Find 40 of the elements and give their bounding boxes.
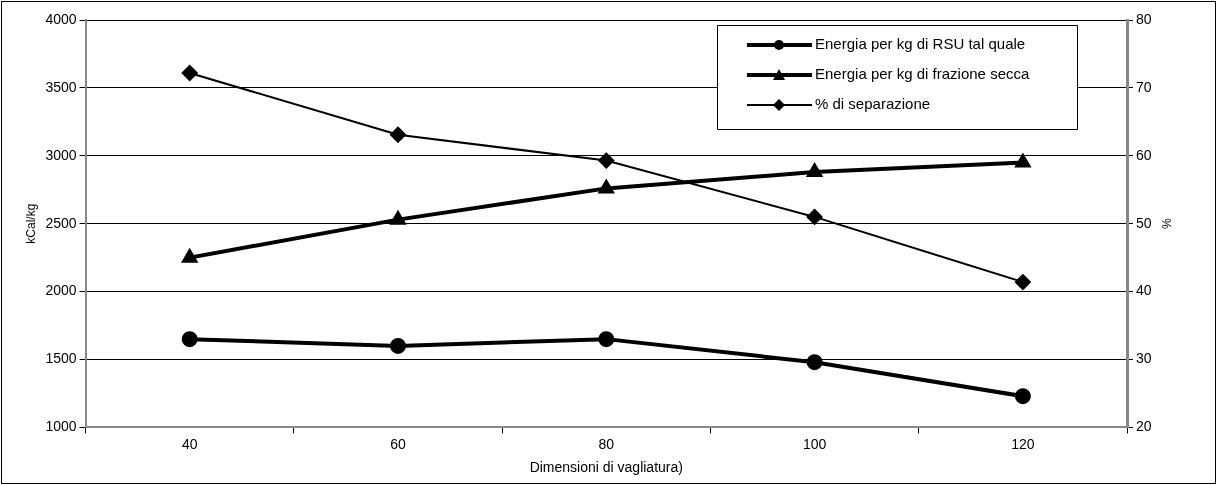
y-tick-label: 2000 bbox=[45, 282, 77, 299]
point bbox=[807, 164, 822, 178]
y-tick-label: 3500 bbox=[45, 78, 77, 95]
y2-tick-label: 50 bbox=[1136, 214, 1152, 231]
y2-tick-label: 80 bbox=[1136, 10, 1152, 27]
y-axis-title: kCal/kg bbox=[23, 203, 38, 244]
y-tick-label: 4000 bbox=[45, 10, 77, 27]
y-tick-label: 3000 bbox=[45, 146, 77, 163]
point bbox=[598, 331, 615, 348]
y2-axis-title: % bbox=[1159, 218, 1174, 230]
point bbox=[181, 64, 198, 81]
y2-tick-label: 70 bbox=[1136, 78, 1152, 95]
y2-tick-label: 60 bbox=[1136, 146, 1152, 163]
y-tick-label: 2500 bbox=[45, 214, 77, 231]
y-tick-label: 1000 bbox=[45, 418, 77, 435]
legend-label: % di separazione bbox=[815, 95, 931, 113]
x-tick-label: 60 bbox=[390, 435, 406, 452]
y-tick-label: 1500 bbox=[45, 350, 77, 367]
legend-label: Energia per kg di frazione secca bbox=[815, 65, 1030, 83]
point bbox=[1014, 274, 1031, 291]
y2-tick-label: 40 bbox=[1136, 282, 1152, 299]
point bbox=[389, 126, 406, 143]
x-tick-label: 100 bbox=[802, 435, 827, 452]
x-tick-label: 120 bbox=[1011, 435, 1035, 452]
point bbox=[806, 208, 823, 225]
point bbox=[1014, 388, 1031, 405]
y2-tick-label: 20 bbox=[1136, 418, 1152, 435]
point bbox=[598, 152, 615, 169]
point bbox=[181, 247, 199, 263]
point bbox=[181, 331, 198, 348]
point bbox=[599, 180, 614, 194]
point bbox=[1014, 152, 1032, 168]
point bbox=[806, 354, 823, 371]
point bbox=[390, 211, 406, 225]
y2-tick-label: 30 bbox=[1136, 350, 1152, 367]
legend-label: Energia per kg di RSU tal quale bbox=[815, 35, 1026, 53]
x-axis-title: Dimensioni di vagliatura) bbox=[529, 459, 683, 476]
x-tick-label: 80 bbox=[598, 435, 615, 452]
x-tick-label: 40 bbox=[181, 435, 198, 452]
point bbox=[389, 337, 406, 354]
